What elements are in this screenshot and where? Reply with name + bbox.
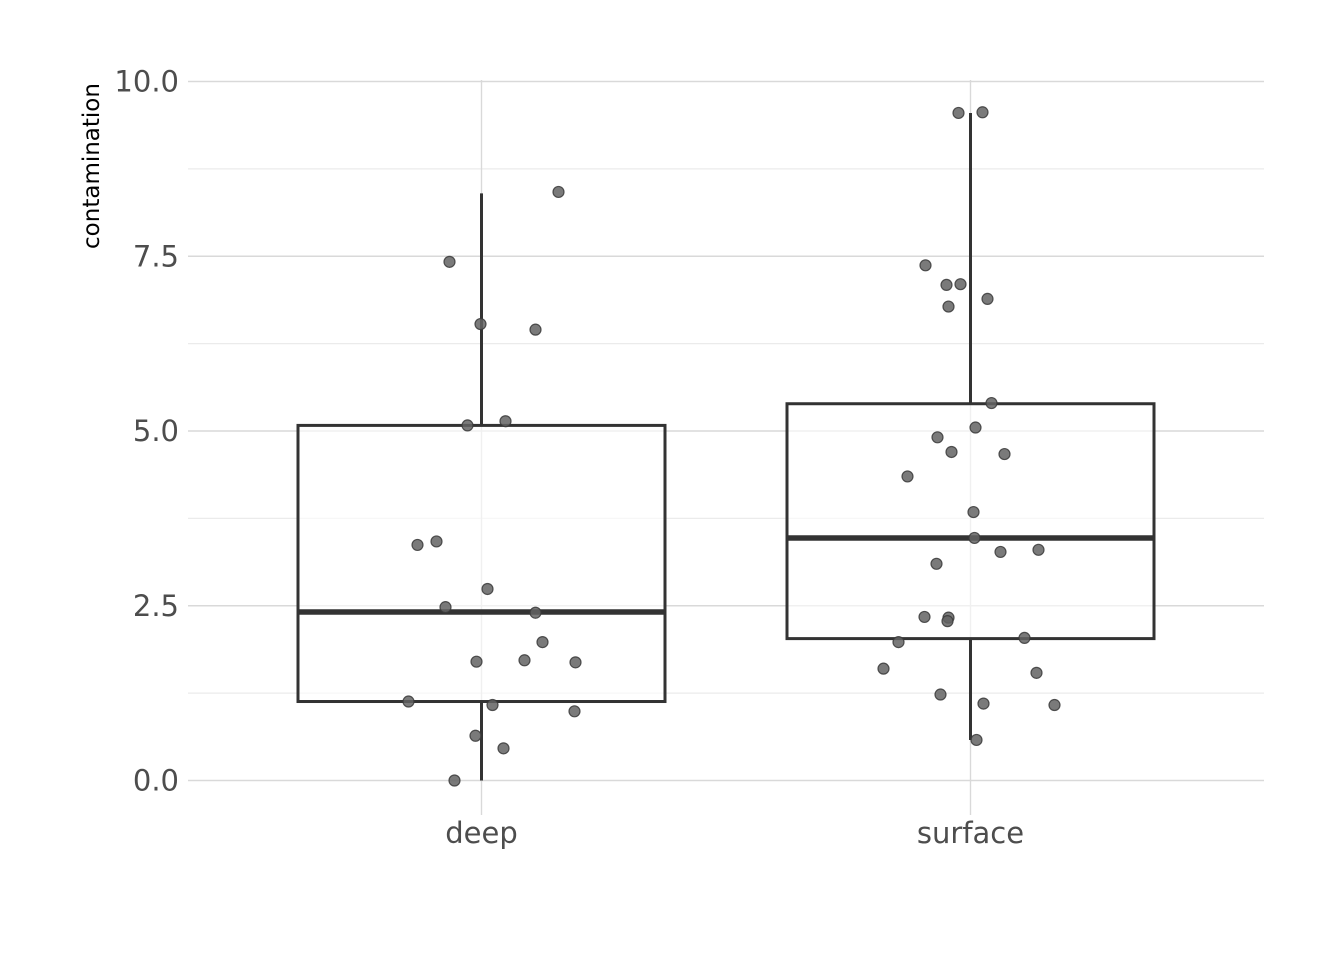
data-point-deep xyxy=(443,255,456,268)
data-point-surface xyxy=(981,292,994,305)
point-layer xyxy=(402,106,1061,787)
data-point-surface xyxy=(977,697,990,710)
x-tick-label: deep xyxy=(445,816,518,850)
y-tick-label: 2.5 xyxy=(133,589,179,623)
y-tick-label: 5.0 xyxy=(133,414,179,448)
data-point-deep xyxy=(439,601,452,614)
label-layer: 0.0 2.5 5.0 7.5 10.0 deep surface xyxy=(114,65,1024,851)
data-point-deep xyxy=(536,635,549,649)
data-point-deep xyxy=(518,654,531,667)
y-tick-label: 0.0 xyxy=(133,764,179,798)
data-point-surface xyxy=(985,396,998,410)
data-point-deep xyxy=(402,695,415,708)
box-deep xyxy=(296,423,667,704)
y-tick-label: 7.5 xyxy=(133,239,179,273)
data-point-deep xyxy=(448,774,461,787)
data-point-surface xyxy=(1032,543,1045,556)
data-point-deep xyxy=(529,606,542,619)
box-surface xyxy=(785,402,1156,641)
data-point-surface xyxy=(918,610,931,624)
data-point-surface xyxy=(968,531,981,545)
data-point-surface xyxy=(952,106,965,120)
data-point-deep xyxy=(481,582,494,596)
data-point-surface xyxy=(945,445,958,459)
data-point-deep xyxy=(529,323,542,336)
data-point-deep xyxy=(499,415,512,428)
data-point-surface xyxy=(919,259,932,272)
y-axis-title: contamination xyxy=(79,83,105,249)
data-point-surface xyxy=(994,545,1007,559)
data-point-surface xyxy=(931,431,944,444)
data-point-surface xyxy=(1030,666,1043,679)
x-tick-label: surface xyxy=(917,816,1024,850)
data-point-deep xyxy=(411,538,424,552)
data-point-surface xyxy=(998,447,1011,461)
data-point-deep xyxy=(461,419,474,432)
data-point-surface xyxy=(1048,698,1061,712)
data-point-deep xyxy=(569,656,582,669)
data-point-surface xyxy=(954,278,967,291)
box-layer xyxy=(296,112,1156,781)
data-point-deep xyxy=(474,317,487,331)
data-point-deep xyxy=(430,535,443,548)
data-point-deep xyxy=(470,655,483,668)
data-point-deep xyxy=(568,705,581,718)
data-point-surface xyxy=(941,615,954,628)
data-point-surface xyxy=(969,421,982,434)
data-point-surface xyxy=(967,505,980,519)
data-point-deep xyxy=(486,698,499,712)
data-point-surface xyxy=(930,557,943,570)
data-point-surface xyxy=(877,662,890,675)
data-point-surface xyxy=(940,278,953,292)
data-point-surface xyxy=(934,688,947,701)
data-point-surface xyxy=(1018,631,1031,645)
y-tick-label: 10.0 xyxy=(114,65,179,99)
data-point-surface xyxy=(942,300,955,313)
data-point-deep xyxy=(552,185,565,199)
data-point-deep xyxy=(469,729,482,742)
data-point-surface xyxy=(901,470,914,483)
data-point-surface xyxy=(976,106,989,119)
data-point-deep xyxy=(497,742,510,755)
data-point-surface xyxy=(892,635,905,649)
data-point-surface xyxy=(970,733,983,747)
